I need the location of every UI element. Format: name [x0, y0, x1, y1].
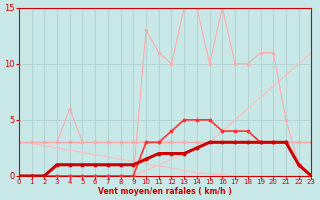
X-axis label: Vent moyen/en rafales ( km/h ): Vent moyen/en rafales ( km/h )	[98, 187, 232, 196]
